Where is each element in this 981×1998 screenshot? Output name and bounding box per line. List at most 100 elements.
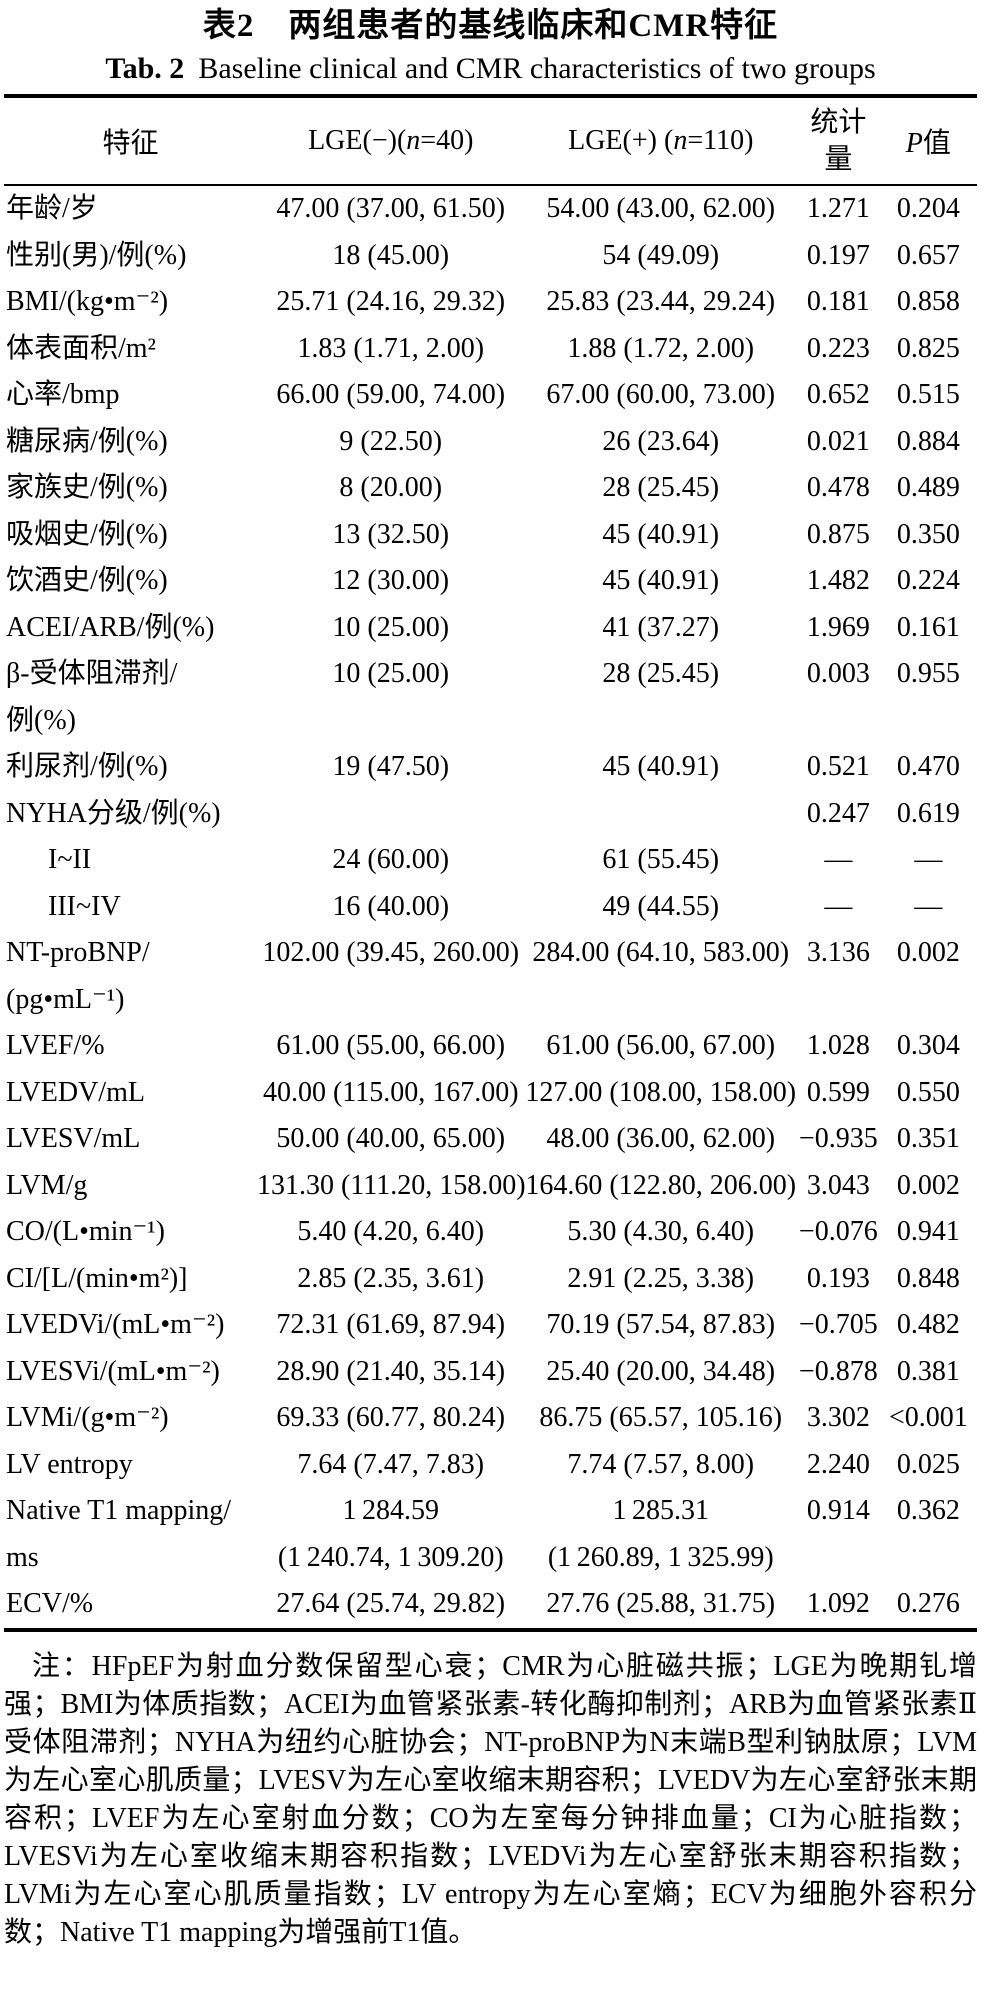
cell-p-value: 0.224 <box>896 565 960 596</box>
cell-p-value: 0.657 <box>896 239 960 271</box>
cell-lge-positive-value: 127.00 (108.00, 158.00) <box>525 1076 797 1108</box>
cell-lge-positive-value: 54 (49.09) <box>602 239 720 271</box>
cell-lge-negative-value: 13 (32.50) <box>332 518 450 550</box>
cell-statistic-value: 0.247 <box>806 797 870 829</box>
cell-lge-negative-value: 18 (45.00) <box>332 239 450 271</box>
cell-p-value: 0.304 <box>896 1030 960 1061</box>
row-feature-label: NT-proBNP/(pg•mL⁻¹) <box>6 937 150 1015</box>
cell-statistic-value: 1.271 <box>806 193 870 224</box>
row-feature-label: III~IV <box>48 890 121 922</box>
cell-lge-negative-value: 10 (25.00) <box>332 658 450 689</box>
cell-lge-negative-value: 69.33 (60.77, 80.24) <box>276 1402 506 1433</box>
table-row: 饮酒史/例(%) 12 (30.00) 45 (40.91) 1.482 0.224 <box>4 558 977 605</box>
cell-p-value: <0.001 <box>888 1402 968 1433</box>
table-row: NT-proBNP/(pg•mL⁻¹) 102.00 (39.45, 260.00… <box>4 930 977 1023</box>
cell-lge-negative-value: 1 284.59 (1 240.74, 1 309.20) <box>277 1495 504 1573</box>
cell-statistic-value: 1.028 <box>806 1030 870 1061</box>
cell-lge-negative-value: 25.71 (24.16, 29.32) <box>276 286 506 317</box>
row-feature-label: LVM/g <box>6 1169 88 1201</box>
cell-p-value: 0.470 <box>896 751 960 782</box>
row-feature-label: NYHA分级/例(%) <box>6 797 221 829</box>
table-row: BMI/(kg•m⁻²) 25.71 (24.16, 29.32) 25.83 (2… <box>4 279 977 326</box>
cell-lge-positive-value: 45 (40.91) <box>602 751 720 782</box>
row-feature-label: 糖尿病/例(%) <box>6 425 168 457</box>
cell-lge-negative-value: 12 (30.00) <box>332 565 450 596</box>
table-row: LVEDV/mL 40.00 (115.00, 167.00) 127.00 (10… <box>4 1070 977 1117</box>
cell-statistic-value: −0.878 <box>798 1355 878 1387</box>
table-title-en: Tab. 2 Baseline clinical and CMR characte… <box>4 48 977 90</box>
cell-lge-positive-value: 54.00 (43.00, 62.00) <box>546 193 776 224</box>
col-header-feature: 特征 <box>102 128 159 159</box>
table-row: CO/(L•min⁻¹) 5.40 (4.20, 6.40) 5.30 (4.30,… <box>4 1209 977 1256</box>
cell-lge-positive-value: 7.74 (7.57, 8.00) <box>567 1448 755 1480</box>
table-row: I~II 24 (60.00) 61 (55.45) — — <box>4 837 977 884</box>
cell-p-value: 0.515 <box>896 379 960 410</box>
cell-lge-positive-value: 284.00 (64.10, 583.00) <box>532 937 790 968</box>
cell-lge-positive-value: 2.91 (2.25, 3.38) <box>567 1262 755 1294</box>
table-row: 年龄/岁 47.00 (37.00, 61.50) 54.00 (43.00, 62… <box>4 185 977 233</box>
row-feature-label: ACEI/ARB/例(%) <box>6 611 215 643</box>
cell-p-value: — <box>914 844 943 875</box>
row-feature-label: ECV/% <box>6 1588 94 1619</box>
cell-statistic-value: 0.223 <box>806 332 870 364</box>
cell-lge-positive-value: 164.60 (122.80, 206.00) <box>525 1169 797 1201</box>
cell-lge-negative-value: 8 (20.00) <box>339 472 443 503</box>
cell-p-value: — <box>914 890 943 922</box>
table-row: LVEDVi/(mL•m⁻²) 72.31 (61.69, 87.94) 70.19… <box>4 1302 977 1349</box>
row-feature-label: 年龄/岁 <box>6 193 98 224</box>
col-header-lge-positive: LGE(+) (n=110) <box>568 125 754 156</box>
col-header-statistic: 统计 量 <box>810 107 867 175</box>
cell-statistic-value: 0.478 <box>806 472 870 503</box>
cell-lge-positive-value: 61 (55.45) <box>602 844 720 875</box>
cell-lge-negative-value: 72.31 (61.69, 87.94) <box>276 1309 506 1340</box>
table-footnote: 注：HFpEF为射血分数保留型心衰；CMR为心脏磁共振；LGE为晚期钆增强；BM… <box>4 1650 977 1948</box>
cell-statistic-value: 0.193 <box>806 1262 870 1294</box>
cell-lge-positive-value: 25.83 (23.44, 29.24) <box>546 286 776 317</box>
cell-p-value: 0.381 <box>896 1355 960 1387</box>
cell-lge-negative-value: 16 (40.00) <box>332 890 450 922</box>
table-row: III~IV 16 (40.00) 49 (44.55) — — <box>4 884 977 931</box>
table-row: 利尿剂/例(%) 19 (47.50) 45 (40.91) 0.521 0.470 <box>4 744 977 791</box>
table-row: LVM/g 131.30 (111.20, 158.00) 164.60 (122.… <box>4 1163 977 1210</box>
cell-lge-positive-value: 48.00 (36.00, 62.00) <box>546 1123 776 1154</box>
cell-statistic-value: — <box>824 844 853 875</box>
cell-statistic-value: −0.935 <box>798 1123 878 1154</box>
table-row: 吸烟史/例(%) 13 (32.50) 45 (40.91) 0.875 0.350 <box>4 512 977 559</box>
cell-p-value: 0.884 <box>896 425 960 457</box>
table-row: β-受体阻滞剂/例(%) 10 (25.00) 28 (25.45) 0.003 0.9… <box>4 651 977 744</box>
cell-statistic-value: −0.076 <box>798 1216 878 1247</box>
paper-table-page: 表2 两组患者的基线临床和CMR特征 Tab. 2 Baseline clinic… <box>4 8 977 1948</box>
cell-p-value: 0.362 <box>896 1495 960 1526</box>
cell-p-value: 0.351 <box>896 1123 960 1154</box>
cell-lge-positive-value: 86.75 (65.57, 105.16) <box>539 1402 783 1433</box>
table-row: LVESVi/(mL•m⁻²) 28.90 (21.40, 35.14) 25.40… <box>4 1349 977 1396</box>
row-feature-label: 性别(男)/例(%) <box>6 239 187 271</box>
cell-lge-positive-value <box>525 791 797 838</box>
cell-lge-negative-value: 2.85 (2.35, 3.61) <box>297 1262 485 1294</box>
cell-p-value: 0.550 <box>896 1076 960 1108</box>
cell-p-value: 0.204 <box>896 193 960 224</box>
cell-statistic-value: −0.705 <box>798 1309 878 1340</box>
cell-p-value: 0.482 <box>896 1309 960 1340</box>
cell-lge-positive-value: 67.00 (60.00, 73.00) <box>546 379 776 410</box>
cell-statistic-value: 3.302 <box>806 1402 870 1433</box>
cell-lge-positive-value: 49 (44.55) <box>602 890 720 922</box>
cell-p-value: 0.002 <box>896 937 960 968</box>
cell-lge-negative-value: 5.40 (4.20, 6.40) <box>297 1216 485 1247</box>
cell-lge-positive-value: 25.40 (20.00, 34.48) <box>546 1355 776 1387</box>
cell-lge-negative-value: 47.00 (37.00, 61.50) <box>276 193 506 224</box>
row-feature-label: LVESV/mL <box>6 1123 141 1154</box>
cell-statistic-value: 3.043 <box>806 1169 870 1201</box>
cell-statistic-value: 1.482 <box>806 565 870 596</box>
cell-statistic-value: 0.521 <box>806 751 870 782</box>
table-row: ACEI/ARB/例(%) 10 (25.00) 41 (37.27) 1.969 0.… <box>4 605 977 652</box>
table-row: CI/[L/(min•m²)] 2.85 (2.35, 3.61) 2.91 (2.… <box>4 1256 977 1303</box>
cell-lge-positive-value: 1 285.31 (1 260.89, 1 325.99) <box>547 1495 774 1573</box>
cell-lge-negative-value <box>257 791 525 838</box>
table-row: 性别(男)/例(%) 18 (45.00) 54 (49.09) 0.197 0.657 <box>4 233 977 280</box>
cell-p-value: 0.848 <box>896 1262 960 1294</box>
cell-lge-positive-value: 70.19 (57.54, 87.83) <box>546 1309 776 1340</box>
cell-statistic-value: 0.197 <box>806 239 870 271</box>
cell-lge-negative-value: 7.64 (7.47, 7.83) <box>297 1448 485 1480</box>
table-row: LV entropy 7.64 (7.47, 7.83) 7.74 (7.57, 8… <box>4 1442 977 1489</box>
